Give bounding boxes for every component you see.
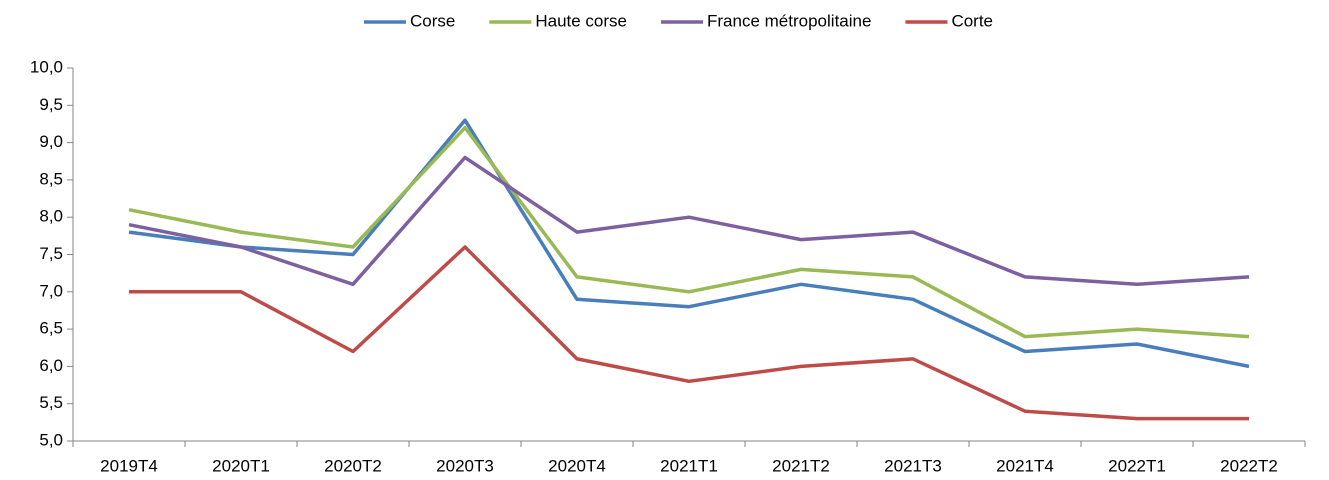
y-tick-label: 10,0: [30, 57, 63, 76]
y-tick-label: 9,0: [39, 132, 63, 151]
series-line: [129, 245, 1249, 421]
series-line: [128, 155, 1250, 287]
legend-label: Haute corse: [535, 11, 627, 30]
y-tick-label: 5,0: [39, 430, 63, 449]
y-tick-label: 8,0: [39, 207, 63, 226]
x-tick-label: 2022T1: [1108, 456, 1166, 475]
x-tick-label: 2021T2: [772, 456, 830, 475]
x-tick-label: 2021T4: [996, 456, 1054, 475]
x-tick-label: 2022T2: [1220, 456, 1278, 475]
legend-label: France métropolitaine: [707, 11, 871, 30]
y-tick-label: 7,0: [39, 281, 63, 300]
x-tick-label: 2021T1: [660, 456, 718, 475]
series-line: [128, 118, 1250, 369]
x-tick-label: 2021T3: [884, 456, 942, 475]
y-tick-label: 8,5: [39, 169, 63, 188]
x-tick-label: 2020T2: [324, 456, 382, 475]
legend-label: Corse: [410, 11, 455, 30]
x-tick-label: 2020T4: [548, 456, 606, 475]
y-tick-label: 6,0: [39, 356, 63, 375]
x-tick-label: 2020T3: [436, 456, 494, 475]
series-line: [128, 125, 1250, 339]
y-tick-label: 9,5: [39, 95, 63, 114]
y-tick-label: 7,5: [39, 244, 63, 263]
y-tick-label: 6,5: [39, 319, 63, 338]
y-tick-label: 5,5: [39, 393, 63, 412]
x-tick-label: 2019T4: [100, 456, 158, 475]
legend-label: Corte: [951, 11, 993, 30]
x-tick-label: 2020T1: [212, 456, 270, 475]
